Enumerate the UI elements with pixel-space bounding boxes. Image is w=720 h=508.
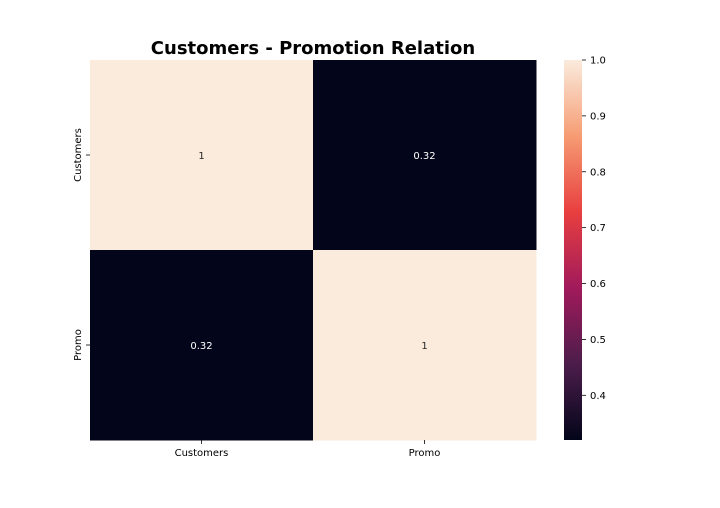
colorbar-tick-label: 0.6 [590,279,606,290]
cell-annotation: 1 [198,151,204,162]
colorbar-tick-label: 1.0 [590,56,606,67]
cell-annotation: 1 [421,341,427,352]
heatmap-cell-customers-customers [90,60,314,251]
y-axis: Customers Promo [73,128,90,361]
chart-title: Customers - Promotion Relation [151,38,475,59]
y-tick-label: Promo [73,329,84,361]
colorbar-ticks: 0.4 0.5 0.6 0.7 0.8 0.9 1.0 [582,56,606,402]
x-tick-label: Customers [175,448,229,459]
heatmap-cell-promo-customers [90,250,314,441]
x-axis: Customers Promo [175,440,441,459]
colorbar-tick-label: 0.9 [590,111,606,122]
y-tick-label: Customers [73,128,84,182]
heatmap-cell-customers-promo [313,60,537,251]
cell-annotation: 0.32 [190,341,212,352]
colorbar-tick-label: 0.5 [590,335,606,346]
colorbar-tick-label: 0.4 [590,391,606,402]
heatmap-cells [90,60,537,441]
cell-annotation: 0.32 [413,151,435,162]
cell-annotations: 1 0.32 0.32 1 [190,151,435,352]
colorbar [564,60,582,440]
colorbar-tick-label: 0.7 [590,223,606,234]
colorbar-tick-label: 0.8 [590,167,606,178]
x-tick-label: Promo [409,448,441,459]
heatmap-cell-promo-promo [313,250,537,441]
